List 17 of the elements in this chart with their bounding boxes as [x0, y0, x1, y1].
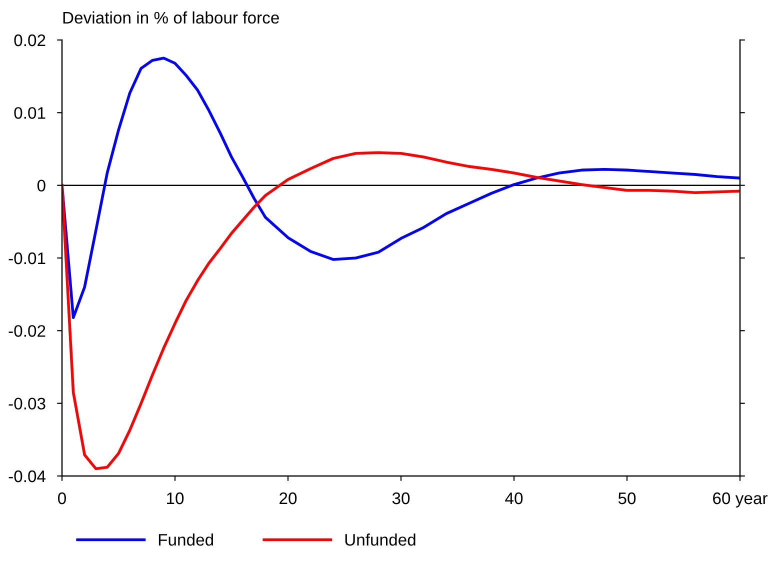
x-tick-label: 0: [58, 492, 66, 504]
y-tick-label: 0.01: [14, 107, 46, 119]
legend-label: Funded: [158, 533, 214, 546]
y-tick-label: -0.03: [8, 398, 46, 410]
y-tick-label: 0: [37, 180, 46, 192]
x-tick-label: 60 year: [713, 492, 768, 508]
x-tick-label: 30: [392, 492, 410, 504]
y-tick-label: -0.02: [8, 325, 46, 337]
y-tick-label: -0.04: [8, 470, 46, 482]
x-tick-label: 40: [505, 492, 523, 504]
y-tick-label: 0.02: [14, 34, 46, 46]
x-tick-label: 10: [167, 492, 184, 504]
legend-label: Unfunded: [345, 533, 416, 546]
x-tick-label: 20: [280, 492, 297, 504]
y-tick-label: -0.01: [8, 252, 46, 264]
y-axis-title: Deviation in % of labour force: [63, 11, 279, 24]
x-tick-label: 50: [618, 492, 636, 504]
